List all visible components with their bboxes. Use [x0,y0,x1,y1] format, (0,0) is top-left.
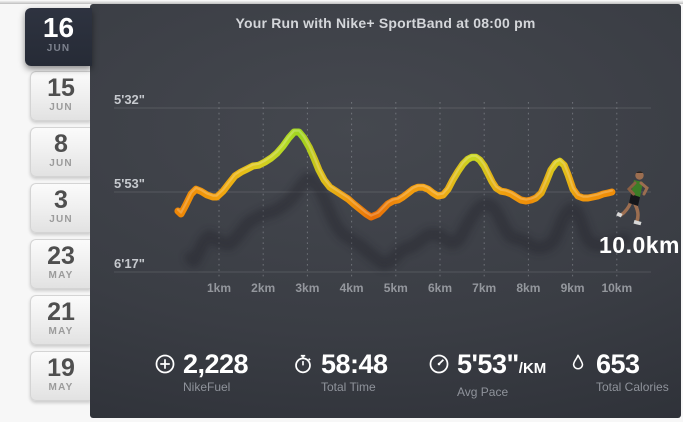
y-axis-label: 5'53" [114,176,145,191]
date-day: 19 [47,354,75,382]
stat-total-time: 58:48 Total Time [292,351,388,394]
stat-nikefuel: 2,228 NikeFuel [154,349,249,394]
total-calories-label: Total Calories [596,380,669,394]
flame-icon [572,354,584,370]
stat-avg-pace: 5'53"/KM Avg Pace [428,351,546,399]
date-month: JUN [49,158,73,169]
x-axis-label: 7km [472,281,496,295]
nikefuel-label: NikeFuel [183,380,231,394]
date-month: MAY [48,382,74,393]
x-axis-label: 4km [340,281,364,295]
total-time-value: 58:48 [321,349,388,379]
date-day: 23 [47,242,75,270]
pace-chart: 5'32" 5'53" 6'17" 1km 2km 3km 4km 5km 6km 7km 8km 9… [114,92,651,295]
x-axis-label: 1km [207,281,231,295]
x-axis-label: 3km [295,281,319,295]
gauge-icon [429,354,449,374]
sidebar-date-tab-3-jun[interactable]: 3 JUN [30,183,91,233]
x-axis-label: 9km [561,281,585,295]
sidebar-date-tab-15-jun[interactable]: 15 JUN [30,71,91,121]
sidebar-date-tab-21-may[interactable]: 21 MAY [30,295,91,345]
date-day: 21 [47,298,75,326]
pace-curve [174,128,616,221]
x-axis-label: 10km [601,281,632,295]
x-axis-label: 2km [251,281,275,295]
x-axis-label: 6km [428,281,452,295]
date-month: MAY [48,326,74,337]
date-day: 8 [54,130,68,158]
distance-label: 10.0km [598,232,680,258]
window-top-edge [0,0,683,4]
pace-curve-highlight [176,129,613,217]
x-axis-label: 5km [384,281,408,295]
x-axis-label: 8km [516,281,540,295]
runner-icon [616,171,649,226]
total-calories-value: 653 [596,349,640,379]
page-title: Your Run with Nike+ SportBand at 08:00 p… [235,15,536,31]
date-day: 16 [42,12,75,43]
nikefuel-icon [155,354,175,374]
sidebar-date-tab-19-may[interactable]: 19 MAY [30,351,91,401]
sidebar-date-tab-16-jun[interactable]: 16 JUN [25,8,92,66]
avg-pace-value: 5'53"/KM [457,349,547,379]
date-month: JUN [46,43,71,54]
date-day: 15 [47,74,75,102]
total-time-label: Total Time [321,380,376,394]
y-axis-label: 6'17" [114,256,145,271]
date-month: JUN [49,102,73,113]
stopwatch-icon [295,354,311,374]
stat-total-calories: 653 Total Calories [567,351,669,394]
pace-curve-shadow [184,172,632,271]
sidebar-date-tab-8-jun[interactable]: 8 JUN [30,127,91,177]
run-detail-panel: Your Run with Nike+ SportBand at 08:00 p… [90,4,681,418]
nikefuel-value: 2,228 [183,349,249,379]
date-day: 3 [54,186,68,214]
avg-pace-unit: /KM [518,360,547,377]
y-axis-label: 5'32" [114,92,145,107]
date-month: MAY [48,270,74,281]
sidebar-date-tab-23-may[interactable]: 23 MAY [30,239,91,289]
date-month: JUN [49,214,73,225]
avg-pace-label: Avg Pace [457,385,509,399]
